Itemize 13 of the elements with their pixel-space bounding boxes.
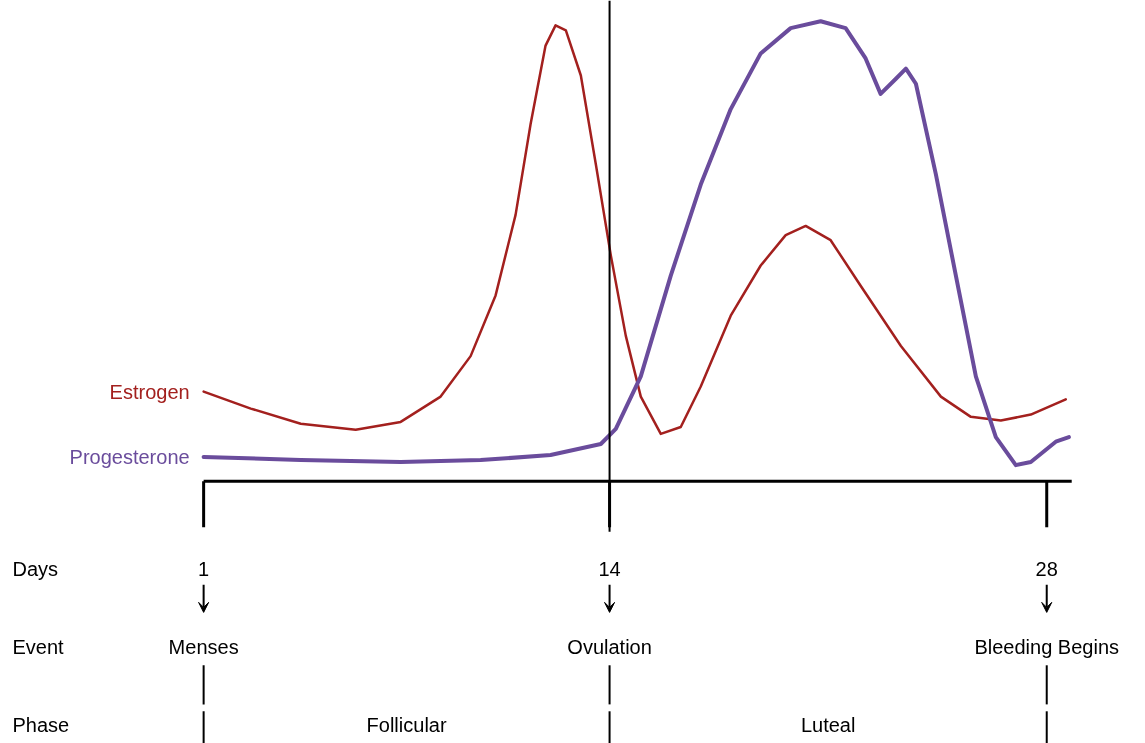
x-tick-label: 1	[198, 557, 210, 580]
series-label: Estrogen	[109, 380, 190, 403]
series-label: Progesterone	[69, 445, 190, 468]
text: Days	[12, 557, 59, 580]
text: Event	[12, 635, 65, 658]
text: Ovulation	[567, 635, 652, 658]
x-tick-label: 14	[598, 557, 621, 580]
text: Menses	[168, 635, 239, 658]
text: Follicular	[366, 714, 447, 737]
text: Phase	[12, 714, 70, 737]
x-tick-label: 28	[1035, 557, 1058, 580]
text: Luteal	[800, 714, 856, 737]
text: Bleeding Begins	[974, 635, 1120, 658]
